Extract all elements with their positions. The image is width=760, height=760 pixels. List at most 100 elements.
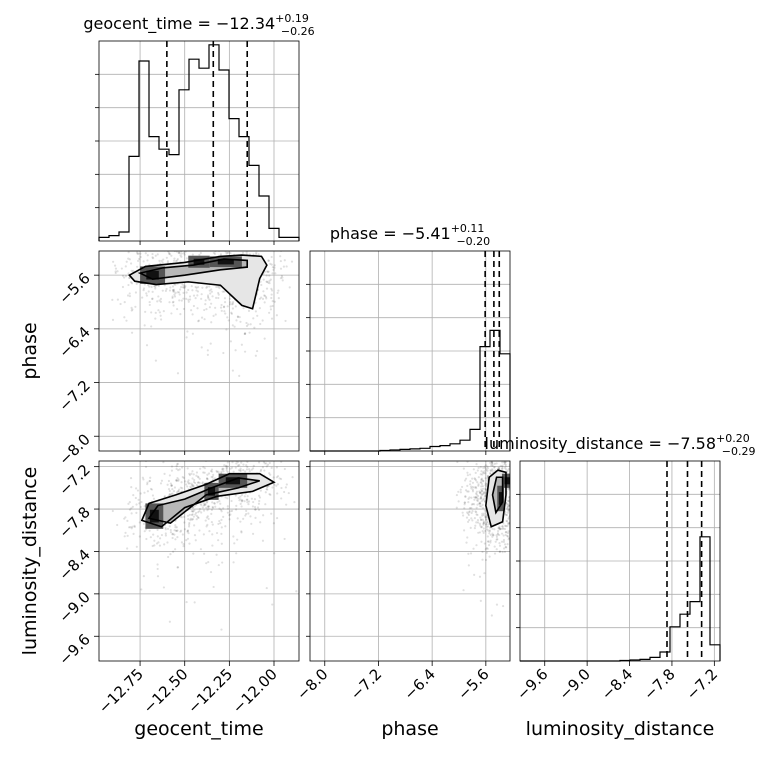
title-sup: +0.20: [716, 432, 750, 445]
sample-point: [205, 477, 209, 480]
sample-point: [485, 523, 488, 526]
sample-point: [478, 491, 482, 494]
sample-point: [528, 492, 530, 494]
sample-point: [484, 558, 488, 562]
sample-point: [173, 533, 176, 536]
sample-point: [258, 297, 261, 300]
sample-point: [202, 471, 205, 474]
sample-point: [522, 465, 524, 467]
sample-point: [521, 479, 523, 481]
sample-point: [507, 509, 510, 512]
sample-point: [274, 401, 276, 403]
sample-point: [484, 488, 487, 491]
sample-point: [472, 503, 476, 506]
sample-point: [202, 504, 206, 507]
sample-point: [158, 233, 160, 235]
sample-point: [235, 462, 238, 465]
sample-point: [485, 551, 488, 554]
sample-point: [131, 505, 134, 508]
sample-point: [154, 287, 157, 290]
sample-point: [527, 455, 529, 457]
sample-point: [136, 265, 139, 268]
sample-point: [291, 476, 294, 479]
sample-point: [464, 495, 467, 498]
sample-point: [130, 262, 133, 265]
y-tick-label: −7.2: [55, 461, 93, 499]
sample-point: [205, 516, 208, 519]
sample-point: [215, 243, 217, 245]
sample-point: [168, 525, 171, 528]
sample-point: [236, 234, 238, 236]
sample-point: [515, 534, 517, 536]
sample-point: [167, 247, 169, 249]
sample-point: [516, 460, 518, 462]
sample-point: [243, 350, 247, 353]
y-tick-label: −6.4: [55, 323, 93, 361]
sample-point: [176, 529, 179, 532]
sample-point: [181, 533, 184, 536]
sample-point: [222, 351, 225, 355]
sample-point: [480, 488, 483, 491]
sample-point: [226, 470, 229, 474]
sample-point: [192, 480, 196, 484]
sample-point: [175, 467, 178, 470]
sample-point: [151, 252, 154, 256]
sample-point: [474, 496, 477, 499]
sample-point: [130, 527, 133, 530]
sample-point: [506, 534, 509, 538]
sample-point: [524, 521, 526, 523]
sample-point: [206, 285, 209, 288]
sample-point: [224, 208, 226, 210]
sample-point: [480, 478, 483, 481]
sample-point: [146, 481, 149, 484]
sample-point: [245, 498, 248, 501]
sample-point: [261, 466, 265, 469]
sample-point: [240, 461, 243, 464]
sample-point: [473, 486, 476, 489]
sample-point: [234, 466, 237, 469]
sample-point: [504, 468, 508, 471]
sample-point: [480, 497, 483, 500]
sample-point: [489, 472, 492, 476]
sample-point: [527, 488, 529, 490]
sample-point: [179, 312, 182, 316]
sample-point: [178, 293, 181, 296]
sample-point: [470, 511, 473, 515]
sample-point: [485, 485, 488, 488]
sample-point: [173, 283, 176, 286]
sample-point: [533, 470, 535, 472]
density-core: [146, 270, 159, 280]
sample-point: [488, 530, 491, 533]
sample-point: [264, 503, 267, 506]
x-tick-label: −7.8: [640, 665, 678, 703]
sample-point: [224, 464, 228, 467]
sample-point: [507, 505, 510, 508]
sample-point: [249, 323, 252, 326]
sample-point: [493, 466, 496, 469]
sample-point: [483, 465, 486, 468]
sample-point: [506, 457, 508, 459]
sample-point: [191, 227, 193, 229]
sample-point: [229, 303, 232, 306]
sample-point: [151, 297, 154, 300]
sample-point: [225, 465, 228, 468]
sample-point: [186, 485, 189, 488]
sample-point: [190, 510, 193, 513]
sample-point: [178, 299, 181, 302]
sample-point: [510, 455, 512, 457]
sample-point: [247, 468, 251, 471]
sample-point: [207, 507, 210, 510]
sample-point: [501, 525, 504, 528]
sample-point: [186, 529, 189, 533]
sample-point: [276, 475, 280, 478]
sample-point: [124, 516, 127, 519]
sample-point: [230, 311, 233, 314]
sample-point: [488, 454, 490, 456]
sample-point: [260, 468, 263, 471]
sample-point: [128, 294, 132, 298]
sample-point: [231, 369, 234, 372]
sample-point: [253, 506, 257, 509]
sample-point: [503, 461, 507, 464]
sample-point: [466, 474, 469, 477]
sample-point: [206, 478, 209, 481]
